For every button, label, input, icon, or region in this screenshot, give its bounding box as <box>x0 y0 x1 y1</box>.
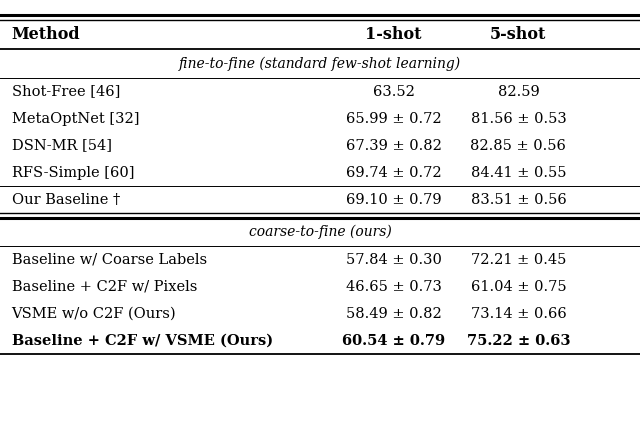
Text: 84.41 ± 0.55: 84.41 ± 0.55 <box>470 166 566 180</box>
Text: 75.22 ± 0.63: 75.22 ± 0.63 <box>467 334 570 348</box>
Text: 82.85 ± 0.56: 82.85 ± 0.56 <box>470 139 566 153</box>
Text: 63.52: 63.52 <box>372 85 415 99</box>
Text: VSME w/o C2F (Ours): VSME w/o C2F (Ours) <box>12 307 176 321</box>
Text: DSN-MR [54]: DSN-MR [54] <box>12 139 111 153</box>
Text: 46.65 ± 0.73: 46.65 ± 0.73 <box>346 280 442 294</box>
Text: RFS-Simple [60]: RFS-Simple [60] <box>12 166 134 180</box>
Text: 81.56 ± 0.53: 81.56 ± 0.53 <box>470 112 566 126</box>
Text: Baseline + C2F w/ VSME (Ours): Baseline + C2F w/ VSME (Ours) <box>12 334 273 348</box>
Text: Method: Method <box>12 26 80 43</box>
Text: MetaOptNet [32]: MetaOptNet [32] <box>12 112 139 126</box>
Text: 82.59: 82.59 <box>497 85 540 99</box>
Text: 83.51 ± 0.56: 83.51 ± 0.56 <box>470 193 566 207</box>
Text: 69.10 ± 0.79: 69.10 ± 0.79 <box>346 193 442 207</box>
Text: 1-shot: 1-shot <box>365 26 422 43</box>
Text: 73.14 ± 0.66: 73.14 ± 0.66 <box>470 307 566 321</box>
Text: coarse-to-fine (ours): coarse-to-fine (ours) <box>248 225 392 239</box>
Text: 72.21 ± 0.45: 72.21 ± 0.45 <box>470 253 566 267</box>
Text: 69.74 ± 0.72: 69.74 ± 0.72 <box>346 166 442 180</box>
Text: 60.54 ± 0.79: 60.54 ± 0.79 <box>342 334 445 348</box>
Text: fine-to-fine (standard few-shot learning): fine-to-fine (standard few-shot learning… <box>179 56 461 71</box>
Text: Baseline w/ Coarse Labels: Baseline w/ Coarse Labels <box>12 253 207 267</box>
Text: 61.04 ± 0.75: 61.04 ± 0.75 <box>470 280 566 294</box>
Text: 57.84 ± 0.30: 57.84 ± 0.30 <box>346 253 442 267</box>
Text: 67.39 ± 0.82: 67.39 ± 0.82 <box>346 139 442 153</box>
Text: 65.99 ± 0.72: 65.99 ± 0.72 <box>346 112 442 126</box>
Text: Shot-Free [46]: Shot-Free [46] <box>12 85 120 99</box>
Text: Baseline + C2F w/ Pixels: Baseline + C2F w/ Pixels <box>12 280 197 294</box>
Text: 5-shot: 5-shot <box>490 26 547 43</box>
Text: 58.49 ± 0.82: 58.49 ± 0.82 <box>346 307 442 321</box>
Text: Our Baseline †: Our Baseline † <box>12 193 120 207</box>
